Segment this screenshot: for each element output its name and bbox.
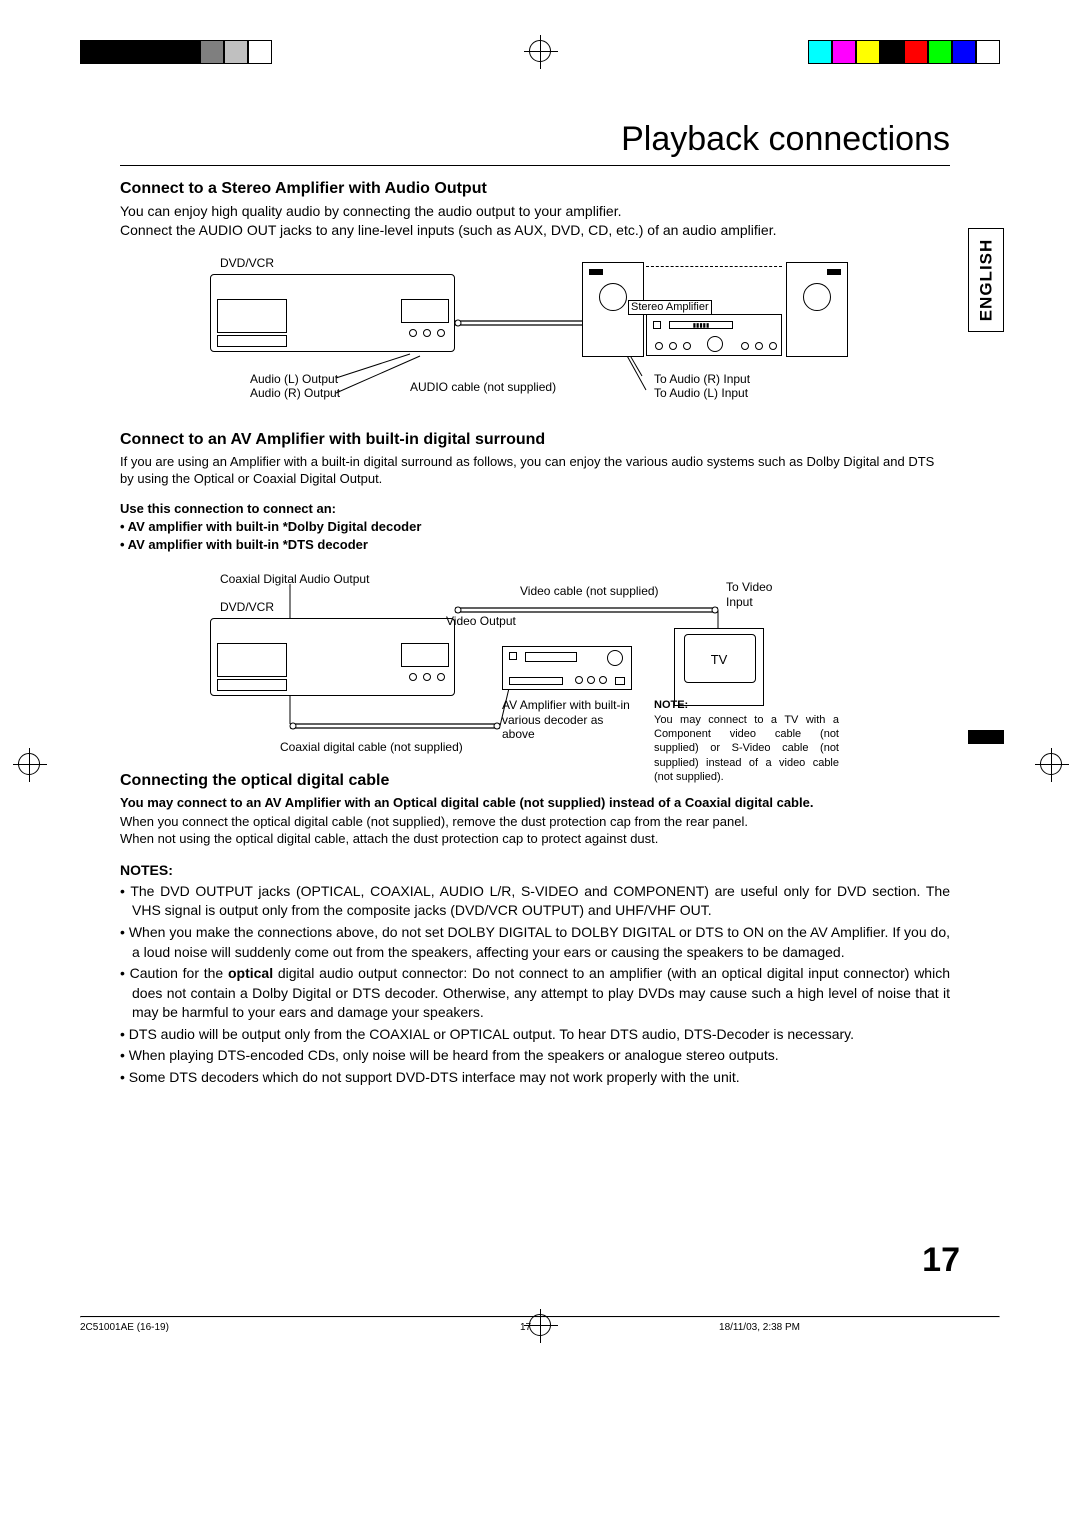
d2-av-amp xyxy=(502,646,632,690)
language-tab: ENGLISH xyxy=(968,228,1004,332)
side-marker xyxy=(968,730,1004,744)
d1-to-audio-r: To Audio (R) Input xyxy=(654,372,750,386)
d2-note-title: NOTE: xyxy=(654,699,688,711)
footer-doc-id: 2C51001AE (16-19) xyxy=(80,1322,169,1333)
section2-use-b1: • AV amplifier with built-in *Dolby Digi… xyxy=(120,518,950,536)
diagram-stereo-amp: DVD/VCR Audio (L) Output Audio (R) Outpu… xyxy=(210,256,870,411)
section3-line3: When not using the optical digital cable… xyxy=(120,830,950,848)
notes-item: Caution for the optical digital audio ou… xyxy=(120,964,950,1023)
notes-list: The DVD OUTPUT jacks (OPTICAL, COAXIAL, … xyxy=(120,882,950,1088)
notes-item: DTS audio will be output only from the C… xyxy=(120,1025,950,1045)
page-number: 17 xyxy=(922,1241,960,1280)
footer-timestamp: 18/11/03, 2:38 PM xyxy=(719,1322,800,1333)
reg-left-bars xyxy=(80,40,272,64)
reg-right-bars xyxy=(808,40,1000,64)
d2-av-amp-label: AV Amplifier with built-in various decod… xyxy=(502,698,632,741)
page-content: Playback connections ENGLISH Connect to … xyxy=(120,120,950,1090)
d1-audio-l-out: Audio (L) Output xyxy=(250,372,338,386)
d1-stereo-amp-label: Stereo Amplifier xyxy=(628,300,712,315)
reg-side-right xyxy=(1040,753,1062,775)
notes-item: When you make the connections above, do … xyxy=(120,923,950,962)
reg-side-left xyxy=(18,753,40,775)
d1-stereo-amp: ▮▮▮▮▮ xyxy=(646,314,782,356)
page-title: Playback connections xyxy=(120,120,950,165)
d2-note-box: NOTE: You may connect to a TV with a Com… xyxy=(654,698,839,784)
d2-tv-label: TV xyxy=(711,652,728,667)
diagram-av-amp: Coaxial Digital Audio Output DVD/VCR Vid… xyxy=(210,572,950,752)
section2-body: If you are using an Amplifier with a bui… xyxy=(120,453,950,488)
section2-heading: Connect to an AV Amplifier with built-in… xyxy=(120,431,950,449)
notes-item: When playing DTS-encoded CDs, only noise… xyxy=(120,1046,950,1066)
registration-marks-top xyxy=(0,40,1080,80)
title-rule xyxy=(120,165,950,166)
section3-line2: When you connect the optical digital cab… xyxy=(120,813,950,831)
d2-tv: TV xyxy=(674,628,764,706)
d2-coax-cable: Coaxial digital cable (not supplied) xyxy=(280,740,463,754)
section3-bold-line: You may connect to an AV Amplifier with … xyxy=(120,794,950,812)
d1-spk-cable xyxy=(646,266,782,267)
section1-heading: Connect to a Stereo Amplifier with Audio… xyxy=(120,180,950,198)
d1-speaker-right xyxy=(786,262,848,357)
notes-item: The DVD OUTPUT jacks (OPTICAL, COAXIAL, … xyxy=(120,882,950,921)
d1-audio-cable: AUDIO cable (not supplied) xyxy=(410,380,556,394)
d2-note-body: You may connect to a TV with a Component… xyxy=(654,714,839,783)
section2-use-b2: • AV amplifier with built-in *DTS decode… xyxy=(120,536,950,554)
reg-center-bottom xyxy=(529,1314,551,1336)
section1-body: You can enjoy high quality audio by conn… xyxy=(120,202,950,240)
language-tab-text: ENGLISH xyxy=(976,239,996,322)
reg-center-top xyxy=(529,40,551,62)
notes-heading: NOTES: xyxy=(120,862,950,878)
d1-to-audio-l: To Audio (L) Input xyxy=(654,386,748,400)
notes-item: Some DTS decoders which do not support D… xyxy=(120,1068,950,1088)
d1-audio-r-out: Audio (R) Output xyxy=(250,386,340,400)
section2-use-title: Use this connection to connect an: xyxy=(120,500,950,518)
